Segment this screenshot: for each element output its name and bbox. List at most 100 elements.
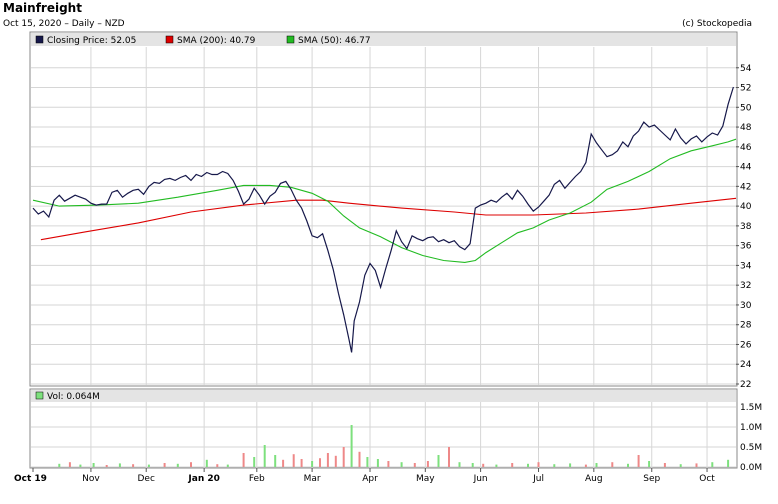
volume-bar bbox=[679, 464, 682, 467]
volume-bar bbox=[68, 462, 71, 467]
x-axis: Oct 19 Nov Dec Jan 20 Feb Mar Apr May Jun Jul Aug S… bbox=[14, 468, 715, 484]
volume-bar bbox=[205, 459, 208, 467]
volume-bar bbox=[282, 459, 285, 467]
x-tick-label: May bbox=[416, 474, 435, 484]
volume-bar bbox=[342, 447, 345, 467]
volume-bar bbox=[387, 461, 390, 467]
volume-panel-frame bbox=[29, 388, 738, 469]
volume-bar bbox=[569, 463, 572, 467]
legend-volume-label: Vol: 0.064M bbox=[47, 392, 100, 402]
credit-label: (c) Stockopedia bbox=[682, 19, 752, 29]
chart-subtitle: Oct 15, 2020 – Daily – NZD bbox=[3, 19, 125, 29]
price-y-tick-label: 38 bbox=[740, 222, 752, 232]
volume-bar bbox=[176, 463, 179, 467]
volume-bar bbox=[358, 451, 361, 467]
volume-bar bbox=[527, 463, 529, 467]
price-y-tick-label: 34 bbox=[740, 261, 752, 271]
volume-bar bbox=[92, 463, 95, 467]
volume-bar bbox=[132, 464, 135, 467]
volume-bar bbox=[326, 453, 329, 467]
x-tick-label: Nov bbox=[82, 474, 100, 484]
price-y-tick-label: 48 bbox=[740, 123, 752, 133]
volume-bar bbox=[216, 464, 219, 467]
volume-bar bbox=[637, 455, 640, 467]
price-y-tick-label: 28 bbox=[740, 321, 752, 331]
volume-panel: 0.0M 0.5M 1.0M 1.5M Vol: 0.064M bbox=[29, 388, 762, 473]
price-y-tick-label: 40 bbox=[740, 202, 752, 212]
legend-bar bbox=[31, 33, 736, 46]
volume-bar bbox=[292, 454, 295, 467]
volume-bar bbox=[400, 462, 403, 467]
volume-bar bbox=[163, 463, 166, 467]
volume-y-tick-label: 0.5M bbox=[740, 443, 762, 453]
x-tick-label: Mar bbox=[304, 474, 321, 484]
volume-bar bbox=[118, 463, 121, 467]
price-y-tick-label: 22 bbox=[740, 380, 751, 390]
volume-bar bbox=[263, 445, 266, 467]
price-y-tick-label: 44 bbox=[740, 163, 752, 173]
volume-y-tick-label: 1.0M bbox=[740, 423, 762, 433]
series-line-closing-price bbox=[32, 86, 734, 353]
legend-sma50-label: SMA (50): 46.77 bbox=[298, 36, 371, 46]
price-y-tick-label: 24 bbox=[740, 360, 752, 370]
series-line-sma-50 bbox=[32, 138, 737, 263]
volume-legend-bar bbox=[31, 390, 736, 402]
volume-bar bbox=[611, 462, 614, 467]
volume-bar bbox=[242, 453, 245, 467]
price-series-lines bbox=[32, 86, 737, 353]
price-panel-frame bbox=[29, 31, 738, 387]
volume-bar bbox=[695, 463, 698, 467]
legend-sma200-label: SMA (200): 40.79 bbox=[177, 36, 256, 46]
volume-bar bbox=[648, 461, 651, 467]
volume-bar bbox=[350, 425, 353, 467]
x-tick-label: Oct 19 bbox=[14, 474, 47, 484]
volume-y-tick-label: 0.0M bbox=[740, 463, 762, 473]
price-y-tick-label: 30 bbox=[740, 301, 752, 311]
volume-bar bbox=[595, 463, 598, 467]
price-y-axis: 22 24 26 28 30 32 34 36 38 40 42 44 46 48 50 52 54 bbox=[736, 64, 752, 390]
legend-volume-swatch bbox=[35, 391, 44, 400]
volume-bar bbox=[319, 458, 321, 467]
legend-sma200-swatch bbox=[165, 35, 174, 44]
volume-bar bbox=[458, 462, 461, 467]
volume-bar bbox=[711, 462, 714, 467]
volume-bar bbox=[311, 461, 314, 467]
volume-bar bbox=[511, 463, 514, 467]
volume-bar bbox=[426, 461, 429, 467]
price-y-tick-label: 46 bbox=[740, 143, 752, 153]
volume-bar bbox=[105, 465, 108, 467]
volume-bar bbox=[471, 463, 474, 467]
x-tick-label: Feb bbox=[249, 474, 265, 484]
volume-bar bbox=[147, 464, 150, 467]
volume-y-tick-label: 1.5M bbox=[740, 403, 762, 413]
volume-bar bbox=[437, 455, 440, 467]
price-y-tick-label: 26 bbox=[740, 340, 752, 350]
legend-sma50-swatch bbox=[286, 35, 295, 44]
volume-bar bbox=[274, 455, 277, 467]
series-line-sma-200 bbox=[40, 197, 737, 241]
volume-bar bbox=[376, 459, 379, 467]
x-tick-label: Apr bbox=[362, 474, 378, 484]
volume-bar bbox=[663, 463, 666, 467]
legend-close-swatch bbox=[35, 35, 44, 44]
x-tick-label: Jan 20 bbox=[187, 474, 220, 484]
volume-bar bbox=[537, 462, 540, 467]
price-y-tick-label: 42 bbox=[740, 182, 751, 192]
volume-bar bbox=[58, 463, 61, 467]
volume-y-axis: 0.0M 0.5M 1.0M 1.5M bbox=[740, 403, 762, 473]
x-tick-label: Dec bbox=[138, 474, 155, 484]
volume-bar bbox=[300, 459, 303, 467]
price-y-tick-label: 36 bbox=[740, 242, 752, 252]
volume-bar bbox=[253, 457, 256, 467]
volume-bar bbox=[584, 464, 587, 467]
x-tick-label: Oct bbox=[699, 474, 715, 484]
volume-bar bbox=[79, 464, 82, 467]
volume-bar bbox=[334, 455, 337, 467]
volume-bar bbox=[482, 463, 485, 467]
price-y-tick-label: 54 bbox=[740, 64, 752, 74]
legend-close-label: Closing Price: 52.05 bbox=[47, 36, 136, 46]
volume-bar bbox=[627, 463, 629, 467]
price-y-tick-label: 52 bbox=[740, 84, 751, 94]
volume-bar bbox=[495, 464, 498, 467]
